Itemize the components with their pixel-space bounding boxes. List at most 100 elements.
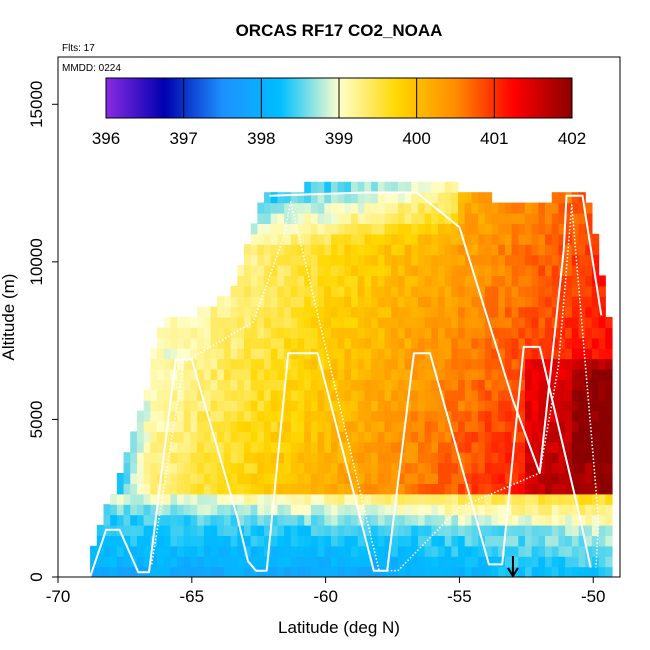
heatmap-cell bbox=[351, 452, 359, 464]
heatmap-cell bbox=[330, 202, 339, 214]
heatmap-cell bbox=[538, 566, 546, 577]
heatmap-cell bbox=[371, 202, 379, 214]
heatmap-cell bbox=[424, 379, 432, 391]
heatmap-cell bbox=[357, 483, 366, 495]
flights-label: Flts: 17 bbox=[62, 43, 95, 54]
heatmap-cell bbox=[598, 452, 606, 464]
heatmap-cell bbox=[351, 213, 359, 224]
heatmap-cell bbox=[136, 556, 145, 568]
heatmap-cell bbox=[351, 379, 359, 391]
heatmap-cell bbox=[511, 379, 519, 391]
heatmap-cell bbox=[558, 369, 566, 380]
heatmap-cell bbox=[518, 275, 526, 287]
heatmap-cell bbox=[458, 369, 466, 380]
heatmap-cell bbox=[397, 233, 406, 245]
heatmap-cell bbox=[163, 535, 171, 547]
heatmap-cell bbox=[170, 545, 178, 557]
heatmap-cell bbox=[431, 337, 439, 349]
heatmap-cell bbox=[551, 265, 560, 276]
x-tick-label: -65 bbox=[180, 587, 205, 606]
heatmap-cell bbox=[411, 493, 419, 505]
heatmap-cell bbox=[351, 306, 359, 318]
heatmap-cell bbox=[344, 389, 352, 401]
heatmap-cell bbox=[444, 535, 452, 547]
heatmap-cell bbox=[571, 421, 580, 432]
heatmap-cell bbox=[364, 327, 372, 339]
heatmap-cell bbox=[444, 181, 452, 193]
heatmap-cell bbox=[384, 379, 392, 391]
heatmap-cell bbox=[471, 493, 479, 505]
heatmap-cell bbox=[458, 389, 466, 401]
heatmap-cell bbox=[545, 285, 553, 297]
y-tick-label: 5000 bbox=[27, 401, 46, 439]
heatmap-cell bbox=[531, 400, 539, 412]
heatmap-cell bbox=[504, 421, 513, 432]
heatmap-cell bbox=[163, 473, 171, 484]
heatmap-cell bbox=[371, 504, 379, 516]
heatmap-cell bbox=[397, 202, 406, 214]
heatmap-cell bbox=[471, 431, 479, 443]
heatmap-cell bbox=[130, 566, 138, 577]
heatmap-cell bbox=[605, 514, 613, 526]
heatmap-cell bbox=[504, 483, 513, 495]
heatmap-cell bbox=[504, 285, 513, 297]
heatmap-cell bbox=[451, 400, 459, 412]
heatmap-cell bbox=[605, 317, 613, 328]
heatmap-cell bbox=[545, 296, 553, 308]
heatmap-cell bbox=[357, 317, 366, 328]
heatmap-cell bbox=[304, 400, 312, 412]
heatmap-cell bbox=[257, 483, 265, 495]
heatmap-cell bbox=[545, 358, 553, 370]
heatmap-cell bbox=[116, 483, 125, 495]
heatmap-cell bbox=[498, 285, 506, 297]
heatmap-cell bbox=[317, 265, 325, 276]
heatmap-cell bbox=[531, 566, 539, 577]
heatmap-cell bbox=[491, 473, 499, 484]
heatmap-cell bbox=[438, 213, 446, 224]
heatmap-cell bbox=[458, 265, 466, 276]
heatmap-cell bbox=[484, 327, 493, 339]
heatmap-cell bbox=[170, 410, 178, 422]
heatmap-cell bbox=[310, 462, 319, 474]
heatmap-cell bbox=[558, 504, 566, 516]
heatmap-cell bbox=[424, 473, 432, 484]
heatmap-cell bbox=[451, 452, 459, 464]
heatmap-cell bbox=[237, 504, 245, 516]
heatmap-cell bbox=[585, 223, 593, 235]
heatmap-cell bbox=[458, 483, 466, 495]
heatmap-cell bbox=[404, 275, 412, 287]
heatmap-cell bbox=[264, 525, 272, 536]
heatmap-cell bbox=[364, 400, 372, 412]
heatmap-cell bbox=[130, 493, 138, 505]
heatmap-cell bbox=[290, 483, 299, 495]
heatmap-cell bbox=[598, 441, 606, 453]
heatmap-cell bbox=[244, 379, 252, 391]
heatmap-cell bbox=[551, 441, 560, 453]
heatmap-cell bbox=[591, 556, 600, 568]
heatmap-cell bbox=[344, 181, 352, 193]
heatmap-cell bbox=[471, 317, 479, 328]
heatmap-cell bbox=[424, 504, 432, 516]
heatmap-cell bbox=[397, 213, 406, 224]
heatmap-cell bbox=[551, 379, 560, 391]
heatmap-cell bbox=[177, 317, 185, 328]
heatmap-cell bbox=[578, 462, 586, 474]
heatmap-cell bbox=[116, 566, 125, 577]
heatmap-cell bbox=[464, 369, 473, 380]
heatmap-cell bbox=[411, 431, 419, 443]
heatmap-cell bbox=[310, 317, 319, 328]
heatmap-cell bbox=[504, 525, 513, 536]
heatmap-cell bbox=[411, 223, 419, 235]
colorbar-tick-label: 397 bbox=[169, 129, 197, 148]
heatmap-cell bbox=[451, 431, 459, 443]
heatmap-cell bbox=[230, 525, 238, 536]
heatmap-cell bbox=[157, 348, 165, 360]
heatmap-cell bbox=[391, 265, 399, 276]
heatmap-cell bbox=[217, 556, 225, 568]
heatmap-cell bbox=[585, 306, 593, 318]
heatmap-cell bbox=[190, 410, 198, 422]
heatmap-cell bbox=[223, 369, 232, 380]
heatmap-cell bbox=[571, 379, 580, 391]
heatmap-cell bbox=[310, 337, 319, 349]
heatmap-cell bbox=[578, 358, 586, 370]
